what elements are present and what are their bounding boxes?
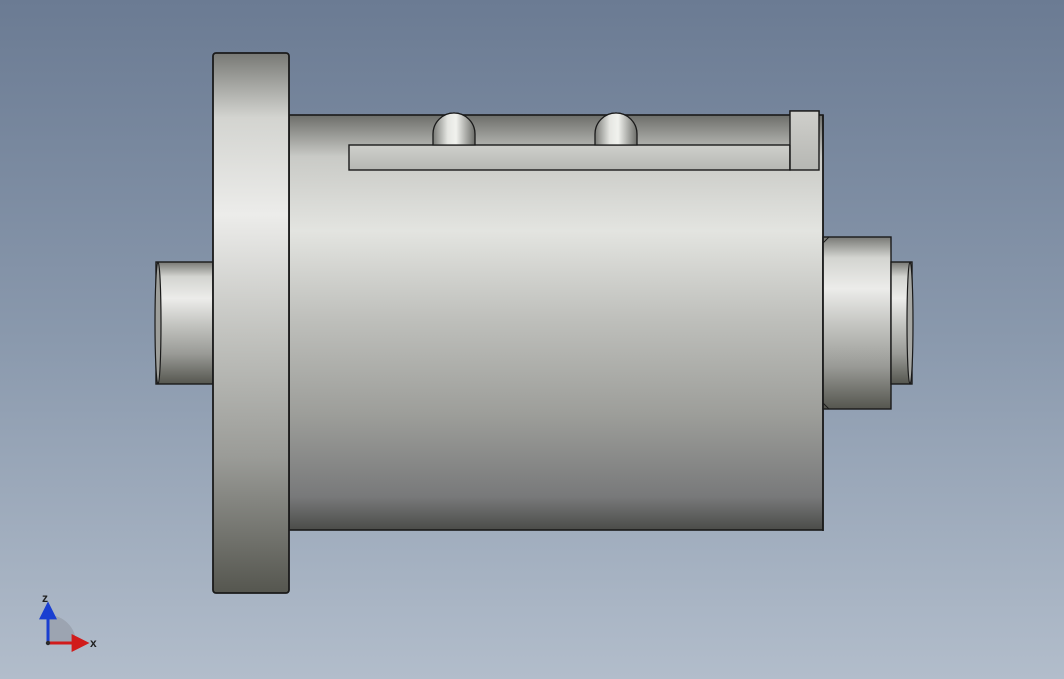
cad-part[interactable] xyxy=(0,0,1064,679)
feature-left-boss xyxy=(155,262,213,384)
feature-flange xyxy=(213,53,289,593)
triad-label-x: x xyxy=(90,636,97,650)
feature-right-boss-small xyxy=(891,262,913,384)
triad-label-z: z xyxy=(42,591,48,605)
cad-viewport[interactable]: x z xyxy=(0,0,1064,679)
triad-origin xyxy=(46,641,50,645)
triad-plane-xz xyxy=(48,615,76,643)
feature-main-body xyxy=(289,115,823,530)
feature-right-boss-large xyxy=(823,237,891,409)
orientation-triad[interactable]: x z xyxy=(30,591,100,661)
